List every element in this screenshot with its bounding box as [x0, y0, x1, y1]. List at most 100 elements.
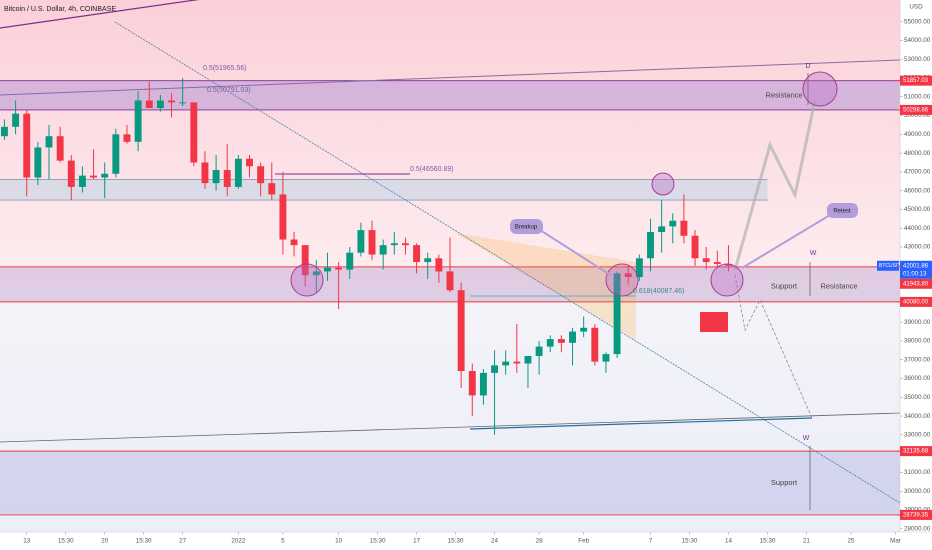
wave-label: W [810, 250, 817, 257]
highlight-circle [605, 263, 639, 297]
callout-pointer [539, 229, 613, 277]
candle-body [413, 245, 421, 263]
wave-label: D [805, 63, 810, 70]
candle-body [602, 354, 610, 362]
x-tick-label: 28 [536, 538, 544, 545]
candle-body [123, 134, 131, 142]
x-tick-label: Feb [578, 538, 589, 545]
candle-body [569, 331, 576, 343]
y-tick-label: 55000.00 [904, 18, 931, 25]
y-tick-label: 36000.00 [904, 375, 931, 382]
y-tick-label: 31000.00 [904, 469, 931, 476]
price-tag [900, 104, 932, 115]
trendline [0, 412, 901, 443]
price-tag [900, 75, 932, 86]
x-tick-label: Mar [890, 538, 901, 545]
candle-body [346, 252, 354, 270]
candle-body [324, 267, 331, 272]
candle-body [390, 243, 398, 246]
candle-body [647, 231, 654, 259]
candle-body [212, 170, 220, 184]
y-unit: USD [909, 4, 923, 11]
fib-label: 0.5(46560.89) [410, 166, 454, 173]
candle-body [67, 160, 75, 187]
candle-body [713, 262, 721, 264]
candle-body [669, 220, 677, 227]
candle-body [535, 346, 543, 356]
candle-body [424, 258, 432, 263]
x-tick-label: 17 [413, 538, 421, 545]
price-tag [900, 446, 932, 457]
zone-label: Resistance [765, 90, 802, 99]
price-tag-label: 42001.86 [903, 263, 929, 269]
y-tick-label: 50000.00 [904, 112, 931, 119]
candle-body [524, 355, 532, 364]
x-tick-label: 21 [803, 538, 811, 545]
candle-body [56, 136, 64, 161]
highlight-circle [802, 71, 838, 107]
candle-body [546, 339, 554, 347]
candle-body [479, 372, 487, 396]
price-tag [900, 296, 932, 307]
fib-label: 0.618(40087.46) [633, 288, 684, 295]
candle-body [268, 183, 276, 195]
zone [0, 451, 900, 515]
candle-body [90, 175, 98, 178]
candle-body [457, 290, 465, 372]
x-tick-label: 13 [23, 538, 31, 545]
candle-body [513, 361, 521, 364]
highlight-circle [710, 263, 744, 297]
candle-body [658, 226, 666, 232]
candle-body [725, 263, 732, 266]
x-tick-label: 14 [725, 538, 733, 545]
price-tag-label: 40080.00 [903, 299, 929, 305]
x-tick-label: 15:30 [682, 538, 698, 545]
candle-body [502, 361, 510, 366]
price-tag [900, 278, 932, 289]
candle-body [312, 271, 320, 276]
y-tick-label: 48000.00 [904, 150, 931, 157]
x-tick-label: 15:30 [448, 538, 464, 545]
y-tick-label: 45000.00 [904, 206, 931, 213]
callout-pointer [741, 214, 831, 269]
y-tick-label: 46000.00 [904, 187, 931, 194]
candle-body [379, 245, 387, 255]
y-tick-label: 51000.00 [904, 93, 931, 100]
candle-body [368, 230, 376, 255]
candle-body [168, 100, 175, 103]
candle-body [201, 162, 209, 184]
candle-body [491, 365, 499, 373]
candle-body [446, 271, 454, 291]
x-tick-label: 5 [281, 538, 285, 545]
price-tag-label: 28739.35 [903, 512, 929, 518]
candle-body [580, 327, 588, 332]
trendline [0, 0, 200, 29]
trendline [114, 21, 901, 504]
price-tag-label: 51857.03 [903, 78, 929, 84]
candle-body [78, 175, 86, 187]
y-tick-label: 30000.00 [904, 488, 931, 495]
callout [510, 219, 543, 234]
candle-body [234, 158, 242, 187]
candle-body [145, 100, 153, 109]
y-tick-label: 37000.00 [904, 356, 931, 363]
candle-body [301, 245, 309, 276]
x-tick-label: 15:30 [58, 538, 74, 545]
x-tick-label: 7 [649, 538, 653, 545]
projection [733, 99, 817, 271]
y-tick-label: 47000.00 [904, 169, 931, 176]
candle-body [1, 126, 8, 137]
candle-body [279, 194, 287, 240]
candle-body [680, 220, 688, 236]
wave-label: W [803, 435, 810, 442]
callout [827, 203, 858, 218]
x-tick-label: 15:30 [136, 538, 152, 545]
candle-body [468, 371, 476, 396]
zone-label: Support [771, 281, 798, 290]
x-axis-panel [0, 532, 900, 550]
callout-text: Breakup [515, 225, 538, 231]
x-tick-label: 25 [847, 538, 855, 545]
price-tag [900, 509, 932, 520]
y-tick-label: 28000.00 [904, 525, 931, 532]
